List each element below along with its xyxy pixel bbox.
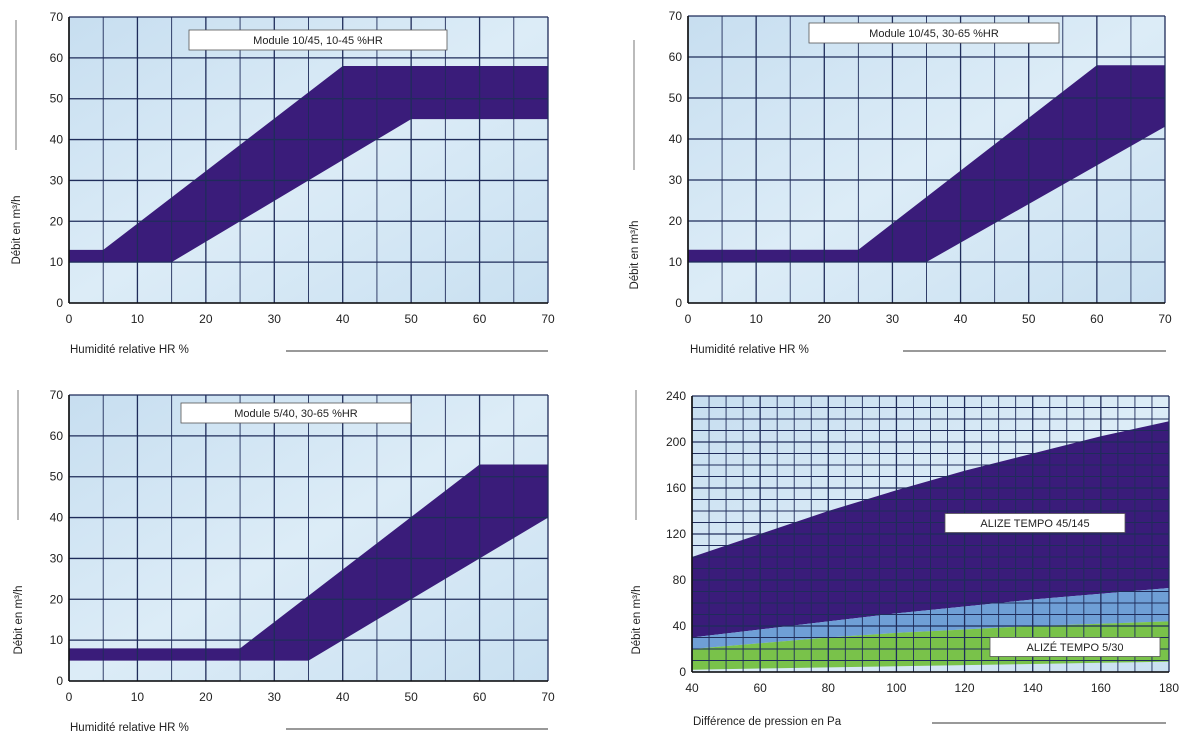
y-tick-label: 40 — [50, 511, 64, 525]
x-tick-label: 40 — [954, 312, 968, 326]
y-tick-label: 70 — [50, 388, 64, 402]
grid — [691, 395, 1170, 673]
y-tick-label: 20 — [50, 214, 64, 228]
y-tick-label: 30 — [669, 173, 683, 187]
x-tick-label: 100 — [886, 681, 906, 695]
y-tick-label: 0 — [56, 674, 63, 688]
y-tick-label: 20 — [669, 214, 683, 228]
y-tick-label: 30 — [50, 173, 64, 187]
x-axis-title: Différence de pression en Pa — [693, 716, 842, 728]
y-tick-label: 60 — [50, 51, 64, 65]
x-tick-label: 60 — [1090, 312, 1104, 326]
x-tick-label: 70 — [541, 690, 555, 704]
series-annotation: ALIZE TEMPO 45/145 — [980, 518, 1089, 530]
series-annotation: ALIZÉ TEMPO 5/30 — [1026, 641, 1123, 654]
x-tick-label: 30 — [268, 312, 282, 326]
x-tick-label: 30 — [886, 312, 900, 326]
y-axis-title: Débit en m³/h — [631, 585, 643, 654]
y-tick-label: 240 — [666, 389, 686, 403]
x-tick-label: 50 — [1022, 312, 1036, 326]
y-tick-label: 50 — [50, 470, 64, 484]
x-tick-label: 20 — [818, 312, 832, 326]
x-tick-label: 60 — [473, 312, 487, 326]
x-tick-label: 80 — [822, 681, 836, 695]
y-axis-title: Débit en m³/h — [13, 585, 25, 654]
x-tick-label: 0 — [66, 312, 73, 326]
y-tick-label: 200 — [666, 435, 686, 449]
chart-title-box — [188, 29, 448, 51]
x-tick-label: 0 — [66, 690, 73, 704]
series-annotation-box — [989, 637, 1161, 657]
x-tick-label: 40 — [336, 690, 350, 704]
x-tick-label: 20 — [199, 690, 213, 704]
y-tick-label: 50 — [669, 91, 683, 105]
y-tick-label: 40 — [669, 132, 683, 146]
x-tick-label: 30 — [268, 690, 282, 704]
chart-module-5-40-30-65: 0 10 20 30 40 50 60 70 0 10 20 30 40 50 60 70 Humidité r… — [13, 388, 555, 734]
y-tick-label: 0 — [675, 296, 682, 310]
y-tick-label: 80 — [673, 573, 687, 587]
y-tick-label: 50 — [50, 92, 64, 106]
x-tick-label: 50 — [404, 690, 418, 704]
y-tick-label: 10 — [669, 255, 683, 269]
x-tick-label: 10 — [131, 690, 145, 704]
x-tick-label: 40 — [336, 312, 350, 326]
x-tick-label: 50 — [404, 312, 418, 326]
y-tick-label: 30 — [50, 551, 64, 565]
chart-title: Module 10/45, 10-45 %HR — [253, 35, 383, 47]
x-tick-label: 60 — [473, 690, 487, 704]
x-tick-label: 160 — [1091, 681, 1111, 695]
y-tick-label: 0 — [679, 665, 686, 679]
x-tick-label: 20 — [199, 312, 213, 326]
chart-module-10-45-30-65: 0 10 20 30 40 50 60 70 0 10 20 30 40 50 60 70 Humidité r… — [629, 9, 1172, 356]
y-tick-label: 120 — [666, 527, 686, 541]
x-axis-title: Humidité relative HR % — [70, 344, 189, 356]
y-tick-label: 60 — [50, 429, 64, 443]
chart-module-10-45-10-45: 0 10 20 30 40 50 60 70 0 10 20 30 40 50 60 70 Humidité r… — [11, 10, 555, 356]
chart-title-box — [808, 22, 1060, 44]
y-axis-title: Débit en m³/h — [11, 195, 23, 264]
y-tick-label: 70 — [669, 9, 683, 23]
y-tick-label: 70 — [50, 10, 64, 24]
x-tick-label: 180 — [1159, 681, 1179, 695]
x-tick-label: 140 — [1023, 681, 1043, 695]
chart-title: Module 5/40, 30-65 %HR — [234, 408, 358, 420]
series-annotation-box — [944, 513, 1126, 533]
chart-title: Module 10/45, 30-65 %HR — [869, 28, 999, 40]
y-tick-label: 0 — [56, 296, 63, 310]
x-tick-label: 10 — [749, 312, 763, 326]
y-axis-title: Débit en m³/h — [629, 220, 641, 289]
x-tick-label: 70 — [1158, 312, 1172, 326]
y-tick-label: 160 — [666, 481, 686, 495]
chart-alize-tempo-pressure: 40 60 80 100 120 140 160 180 0 40 80 120 160 200 240 Di… — [631, 389, 1179, 728]
y-tick-label: 40 — [50, 133, 64, 147]
flow-band — [69, 464, 548, 661]
flow-band — [688, 65, 1165, 262]
x-tick-label: 40 — [685, 681, 699, 695]
y-tick-label: 60 — [669, 50, 683, 64]
x-tick-label: 120 — [955, 681, 975, 695]
x-axis-title: Humidité relative HR % — [690, 344, 809, 356]
x-tick-label: 70 — [541, 312, 555, 326]
chart-title-box — [180, 402, 412, 424]
y-tick-label: 10 — [50, 633, 64, 647]
x-tick-label: 60 — [753, 681, 767, 695]
x-tick-label: 0 — [685, 312, 692, 326]
y-tick-label: 10 — [50, 255, 64, 269]
y-tick-label: 20 — [50, 592, 64, 606]
y-tick-label: 40 — [673, 619, 687, 633]
x-tick-label: 10 — [131, 312, 145, 326]
x-axis-title: Humidité relative HR % — [70, 722, 189, 734]
